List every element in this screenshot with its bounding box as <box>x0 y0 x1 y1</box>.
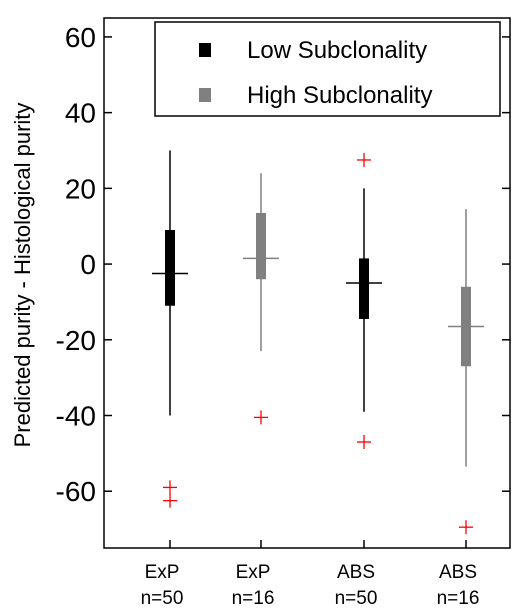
y-tick-label: -20 <box>56 325 96 356</box>
legend-label-low: Low Subclonality <box>247 37 427 64</box>
legend-label-high: High Subclonality <box>247 82 432 109</box>
y-axis: 60 40 20 0 -20 -40 -60 <box>56 22 510 507</box>
plot-area-frame <box>103 17 511 549</box>
y-tick-label: 20 <box>65 173 96 204</box>
x-tick-label-n: n=16 <box>232 588 275 609</box>
x-tick-label-n: n=50 <box>335 588 378 609</box>
y-tick-label: 40 <box>65 98 96 129</box>
y-tick-label: 0 <box>80 249 96 280</box>
y-tick-label: -40 <box>56 401 96 432</box>
legend-swatch-low <box>199 43 211 57</box>
box <box>359 258 369 319</box>
x-axis: ExP n=50 ExP n=16 ABS n=50 ABS n=16 <box>141 540 480 609</box>
legend-swatch-high <box>199 88 211 102</box>
legend: Low Subclonality High Subclonality <box>154 21 501 117</box>
y-axis-label: Predicted purity - Histological purity <box>10 103 35 448</box>
y-tick-label: 60 <box>65 22 96 53</box>
x-tick-label-method: ExP <box>145 562 180 583</box>
x-tick-label-n: n=50 <box>141 588 184 609</box>
x-tick-label-method: ABS <box>337 562 375 583</box>
x-tick-label-n: n=16 <box>437 588 480 609</box>
legend-box <box>154 21 501 117</box>
x-tick-label-method: ExP <box>236 562 271 583</box>
box <box>165 230 175 306</box>
x-tick-label-method: ABS <box>439 562 477 583</box>
box <box>256 212 266 280</box>
y-tick-label: -60 <box>56 476 96 507</box>
